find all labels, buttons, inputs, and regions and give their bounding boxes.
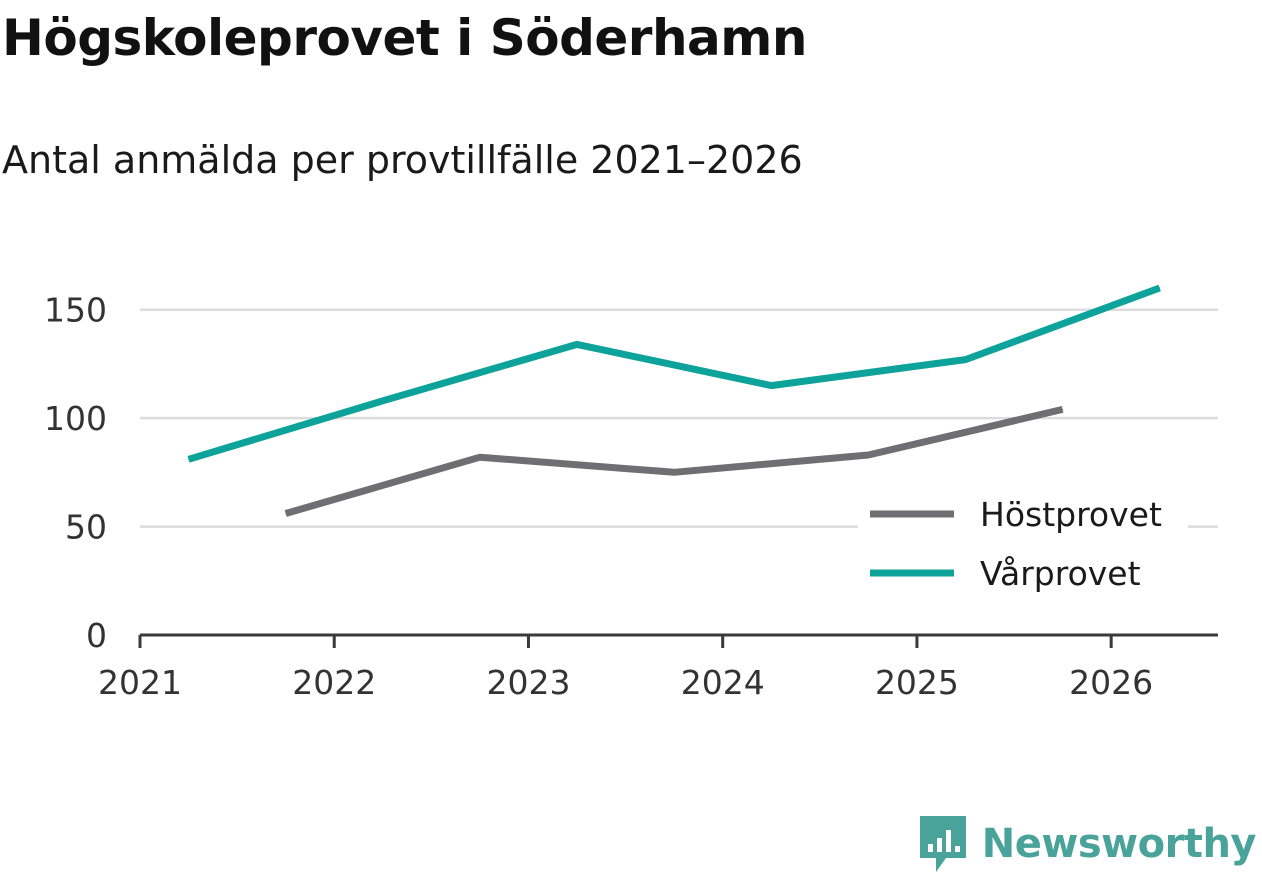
x-tick-label: 2025 [875,663,959,702]
legend-background [858,490,1188,610]
data-point [382,400,384,402]
x-tick-label: 2024 [681,663,765,702]
series-line-varprovet [187,284,1161,463]
chart-subtitle: Antal anmälda per provtillfälle 2021–202… [2,138,803,182]
y-tick-label: 150 [44,291,107,330]
data-point [479,456,481,458]
data-point [188,458,190,460]
legend: Höstprovet Vårprovet [858,490,1188,610]
y-axis: 0 50 100 150 [44,291,107,655]
chart-title: Högskoleprovet i Söderhamn [2,9,807,67]
x-tick-label: 2021 [98,663,182,702]
x-tick-label: 2022 [292,663,376,702]
legend-label: Höstprovet [980,495,1162,534]
x-axis [138,633,1218,648]
y-tick-label: 50 [65,508,107,547]
data-point [576,343,578,345]
legend-label: Vårprovet [980,554,1141,593]
data-point [673,471,675,473]
newsworthy-logo: Newsworthy [918,815,1257,873]
data-point [867,454,869,456]
newsworthy-chart-bubble-icon [919,816,966,872]
x-tick-label: 2026 [1069,663,1153,702]
x-tick-label: 2023 [486,663,570,702]
data-point [964,359,966,361]
x-axis-labels: 2021 2022 2023 2024 2025 2026 [98,663,1153,702]
data-point [770,385,772,387]
y-tick-label: 100 [44,399,107,438]
data-point [1159,287,1161,289]
series-lines [187,284,1161,517]
y-tick-label: 0 [86,616,107,655]
brand-name: Newsworthy [981,821,1257,867]
data-point [285,513,287,515]
data-point [1062,408,1064,410]
